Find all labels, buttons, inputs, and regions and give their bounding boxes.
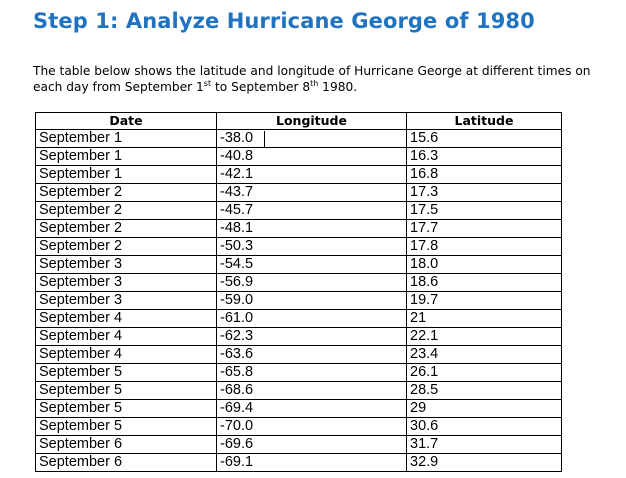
- table-row: September 3 -59.0 19.7: [35, 291, 562, 310]
- table-cell: September 2: [35, 201, 217, 220]
- table-cell: September 3: [35, 291, 217, 310]
- table-cell: -42.1: [216, 165, 407, 184]
- table-cell: -63.6: [216, 345, 407, 364]
- table-cell: 17.7: [406, 219, 562, 238]
- table-row: September 1 -40.8 16.3: [35, 147, 562, 166]
- table-cell: September 3: [35, 273, 217, 292]
- table-cell: -65.8: [216, 363, 407, 382]
- table-cell: -50.3: [216, 237, 407, 256]
- column-header: Latitude: [406, 112, 562, 130]
- table-row: September 4 -62.3 22.1: [35, 327, 562, 346]
- table-cell: September 4: [35, 327, 217, 346]
- intro-run: 1980.: [318, 80, 358, 94]
- table-cell: September 1: [35, 165, 217, 184]
- table-row: September 1 -42.1 16.8: [35, 165, 562, 184]
- table-cell: 21: [406, 309, 562, 328]
- table-cell: 22.1: [406, 327, 562, 346]
- table-cell: 17.3: [406, 183, 562, 202]
- table-cell: 18.6: [406, 273, 562, 292]
- table-cell: September 5: [35, 363, 217, 382]
- table-row: September 1 -38.0 15.6: [35, 129, 562, 148]
- table-cell: 16.3: [406, 147, 562, 166]
- table-cell: -59.0: [216, 291, 407, 310]
- intro-sup: th: [310, 79, 319, 88]
- page-title: Step 1: Analyze Hurricane George of 1980: [33, 9, 535, 33]
- table-cell: -40.8: [216, 147, 407, 166]
- table-cell: 15.6: [406, 129, 562, 148]
- table-cell: 30.6: [406, 417, 562, 436]
- table-cell: September 5: [35, 381, 217, 400]
- table-cell: 17.5: [406, 201, 562, 220]
- intro-sup: st: [203, 79, 212, 88]
- table-cell: 28.5: [406, 381, 562, 400]
- column-header: Longitude: [216, 112, 407, 130]
- table-cell: September 6: [35, 453, 217, 472]
- table-cell: September 2: [35, 219, 217, 238]
- table-row: September 4 -61.0 21: [35, 309, 562, 328]
- table-row: September 6 -69.1 32.9: [35, 453, 562, 472]
- table-cell: 29: [406, 399, 562, 418]
- intro-run: The table below shows the latitude and l…: [33, 64, 591, 94]
- table-row: September 3 -56.9 18.6: [35, 273, 562, 292]
- table-cell: -61.0: [216, 309, 407, 328]
- table-cell: September 6: [35, 435, 217, 454]
- table-row: September 2 -45.7 17.5: [35, 201, 562, 220]
- table-row: September 3 -54.5 18.0: [35, 255, 562, 274]
- column-header: Date: [35, 112, 217, 130]
- table-cell: -45.7: [216, 201, 407, 220]
- table-cell: -43.7: [216, 183, 407, 202]
- intro-run: to September 8: [211, 80, 311, 94]
- table-row: September 2 -43.7 17.3: [35, 183, 562, 202]
- table-row: September 6 -69.6 31.7: [35, 435, 562, 454]
- table-row: September 5 -70.0 30.6: [35, 417, 562, 436]
- table-cell: -38.0: [216, 129, 407, 148]
- table-row: September 2 -48.1 17.7: [35, 219, 562, 238]
- table-cell: September 1: [35, 147, 217, 166]
- table-cell: September 4: [35, 309, 217, 328]
- table-row: September 2 -50.3 17.8: [35, 237, 562, 256]
- table-cell: -56.9: [216, 273, 407, 292]
- table-cell: September 2: [35, 237, 217, 256]
- table-cell: 23.4: [406, 345, 562, 364]
- table-body: September 1 -38.0 15.6 September 1 -40.8 16.3…: [35, 129, 562, 472]
- header-row: Date Longitude Latitude: [35, 112, 562, 130]
- table-cell: September 3: [35, 255, 217, 274]
- table-cell: 32.9: [406, 453, 562, 472]
- intro-text: The table below shows the latitude and l…: [33, 63, 593, 95]
- table-cell: September 1: [35, 129, 217, 148]
- table-cell: September 2: [35, 183, 217, 202]
- text-cursor: [264, 131, 265, 147]
- table-cell: 18.0: [406, 255, 562, 274]
- table-cell: -54.5: [216, 255, 407, 274]
- table-cell: September 5: [35, 399, 217, 418]
- data-table: Date Longitude Latitude September 1 -38.0 15…: [35, 112, 562, 472]
- table-cell: 17.8: [406, 237, 562, 256]
- table-cell: -70.0: [216, 417, 407, 436]
- table-cell: -69.1: [216, 453, 407, 472]
- table-cell: -69.4: [216, 399, 407, 418]
- table-row: September 5 -65.8 26.1: [35, 363, 562, 382]
- table-row: September 5 -68.6 28.5: [35, 381, 562, 400]
- table-cell: September 4: [35, 345, 217, 364]
- table-row: September 4 -63.6 23.4: [35, 345, 562, 364]
- table-cell: 16.8: [406, 165, 562, 184]
- table-cell: 31.7: [406, 435, 562, 454]
- table-cell: September 5: [35, 417, 217, 436]
- table-cell: -62.3: [216, 327, 407, 346]
- table-cell: 26.1: [406, 363, 562, 382]
- table-row: September 5 -69.4 29: [35, 399, 562, 418]
- table-cell: -48.1: [216, 219, 407, 238]
- table-cell: -69.6: [216, 435, 407, 454]
- table-cell: -68.6: [216, 381, 407, 400]
- table-cell: 19.7: [406, 291, 562, 310]
